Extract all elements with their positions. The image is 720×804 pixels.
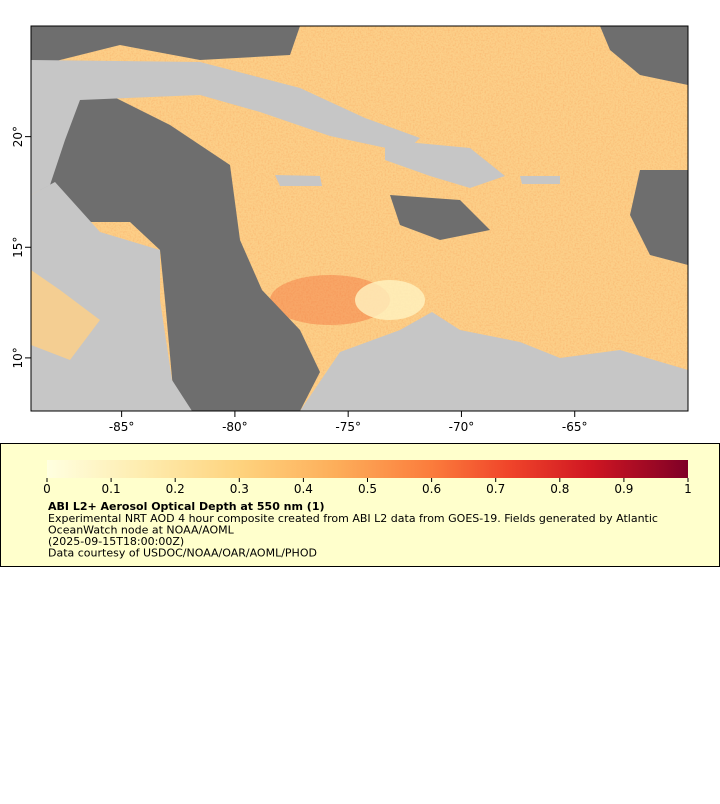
x-tick-label: -65° — [562, 420, 588, 434]
x-tick-label: -70° — [449, 420, 475, 434]
axes: -85° -80° -75° -70° -65° 10° 15° 20° — [11, 126, 588, 434]
no-data — [31, 26, 300, 70]
aerosol-field — [31, 270, 100, 360]
colorbar-tick-label: 0.1 — [102, 482, 121, 496]
legend-line: OceanWatch node at NOAA/AOML — [48, 524, 235, 537]
no-data — [630, 170, 688, 265]
colorbar-tick-label: 0.6 — [422, 482, 441, 496]
colorbar-tick-label: 0.8 — [550, 482, 569, 496]
no-data — [390, 195, 490, 240]
land — [385, 140, 505, 188]
land — [275, 175, 322, 186]
colorbar-tick-label: 0.7 — [486, 482, 505, 496]
no-data — [40, 90, 320, 411]
y-tick-label: 20° — [11, 126, 25, 147]
colorbar-tick-label: 0.9 — [614, 482, 633, 496]
aerosol-low — [355, 280, 425, 320]
legend: 0 0.1 0.2 0.3 0.4 0.5 0.6 0.7 0.8 0.9 1 Experimenta… — [43, 478, 692, 560]
colorbar-tick-label: 0 — [43, 482, 51, 496]
land — [300, 312, 688, 411]
colorbar-tick-label: 0.5 — [358, 482, 377, 496]
land — [520, 176, 560, 184]
no-data — [600, 26, 688, 85]
legend-line: Experimental NRT AOD 4 hour composite cr… — [48, 512, 658, 525]
map — [31, 26, 688, 411]
colorbar-tick-label: 0.3 — [230, 482, 249, 496]
x-tick-label: -85° — [109, 420, 135, 434]
aerosol-high — [270, 275, 390, 325]
y-tick-label: 15° — [11, 237, 25, 258]
land — [31, 60, 420, 195]
legend-line: Data courtesy of USDOC/NOAA/OAR/AOML/PHO… — [48, 547, 317, 560]
legend-title: ABI L2+ Aerosol Optical Depth at 550 nm … — [48, 500, 325, 513]
map-frame — [30, 25, 689, 412]
colorbar — [47, 460, 688, 478]
legend-line: (2025-09-15T18:00:00Z) — [48, 535, 184, 548]
x-tick-label: -80° — [222, 420, 248, 434]
x-tick-label: -75° — [335, 420, 361, 434]
colorbar-tick-label: 1 — [684, 482, 692, 496]
y-tick-label: 10° — [11, 347, 25, 368]
colorbar-tick-label: 0.2 — [166, 482, 185, 496]
colorbar-tick-label: 0.4 — [294, 482, 313, 496]
